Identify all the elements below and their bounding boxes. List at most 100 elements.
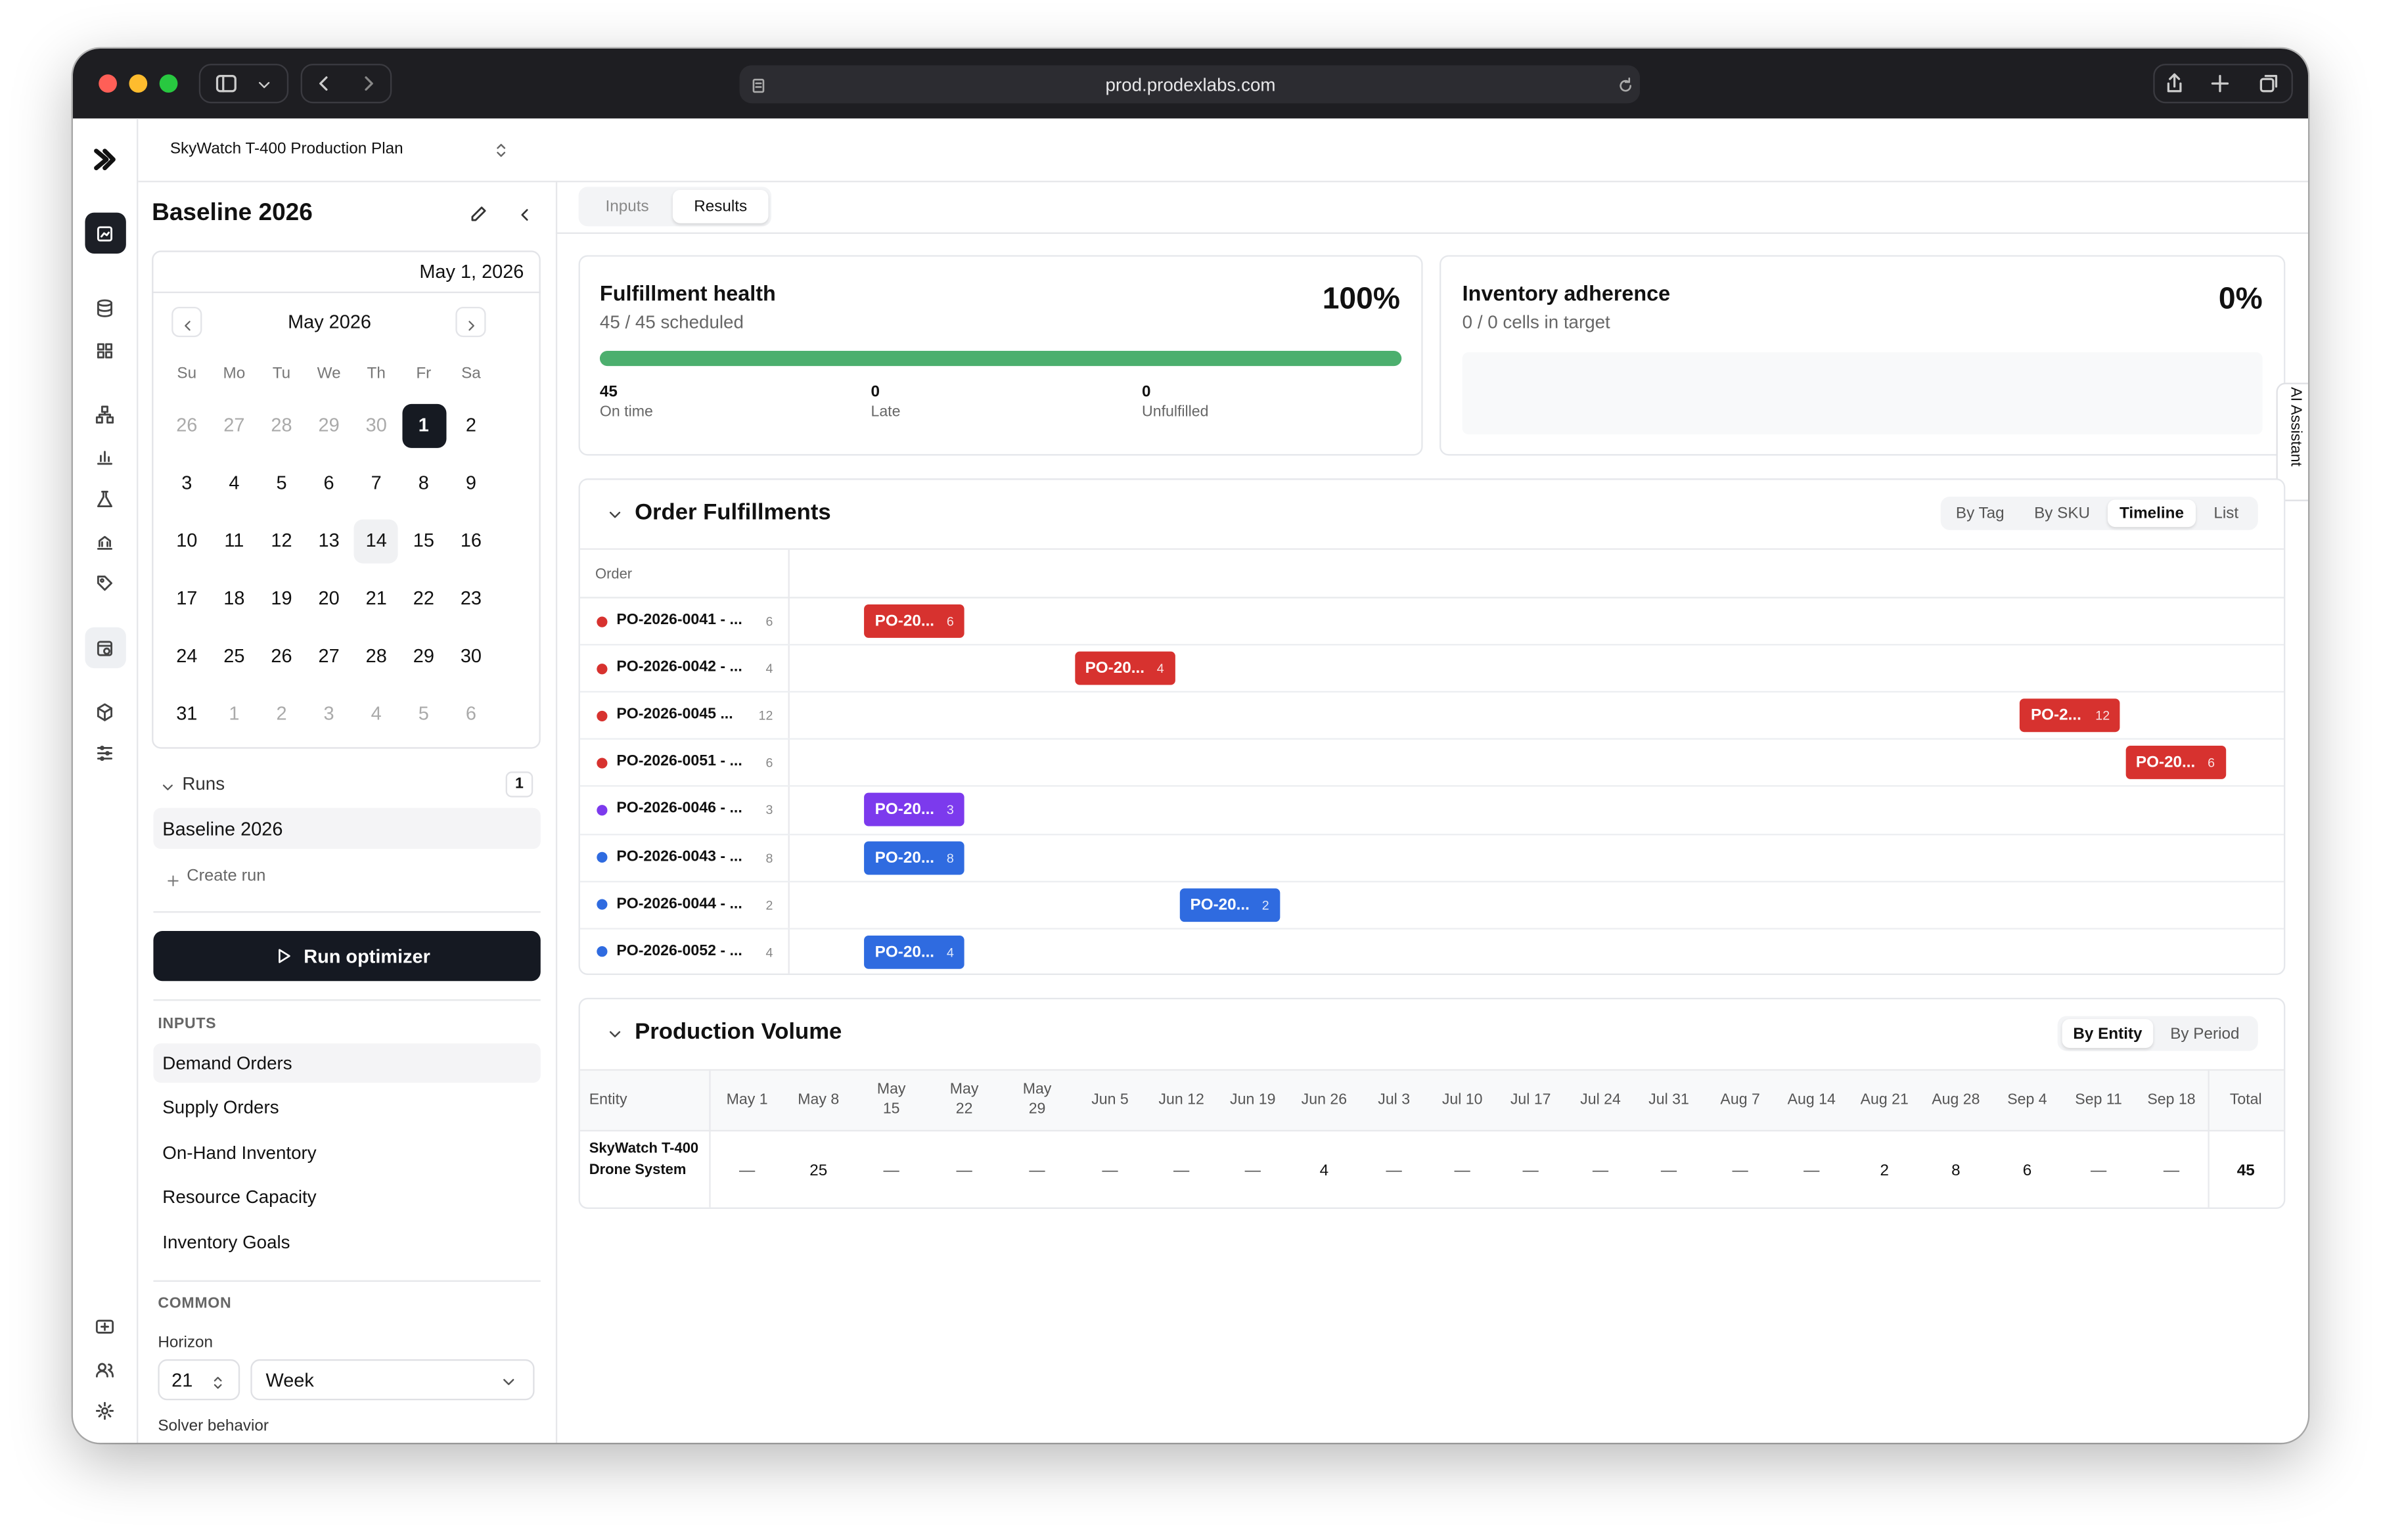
unit-select[interactable] [250, 1359, 535, 1401]
view-option[interactable]: By Period [2170, 1024, 2240, 1043]
calendar-day[interactable]: 15 [413, 530, 434, 552]
input-item[interactable]: Demand Orders [162, 1052, 292, 1074]
input-item[interactable]: Supply Orders [162, 1097, 279, 1119]
prev-month[interactable] [171, 306, 202, 338]
calendar-day[interactable]: 26 [176, 415, 198, 436]
date-field[interactable]: May 1, 2026 [419, 261, 524, 283]
calendar-day[interactable]: 7 [371, 472, 382, 494]
order-name[interactable]: PO-2026-0051 - ... [616, 754, 742, 771]
calendar-day[interactable]: 12 [271, 530, 292, 552]
plan-name[interactable]: SkyWatch T-400 Production Plan [170, 139, 403, 158]
calendar-day[interactable]: 28 [365, 645, 387, 667]
nav-current[interactable] [85, 627, 126, 669]
order-bar[interactable]: PO-20... 3 [864, 793, 965, 827]
bar-label[interactable]: PO-20... [874, 942, 935, 961]
calendar-day[interactable]: 3 [323, 703, 334, 725]
order-name[interactable]: PO-2026-0044 - ... [616, 895, 742, 913]
calendar-day[interactable]: 6 [323, 472, 334, 494]
calendar-day[interactable]: 1 [229, 703, 240, 725]
calendar-day[interactable]: 20 [318, 587, 340, 609]
view-active[interactable] [2107, 499, 2196, 528]
traffic-light[interactable] [99, 74, 117, 93]
tab[interactable]: Inputs [605, 197, 649, 216]
bar-label[interactable]: PO-20... [874, 801, 935, 819]
calendar-day[interactable]: 8 [418, 472, 429, 494]
input-item[interactable]: On-Hand Inventory [162, 1141, 317, 1164]
calendar-day[interactable]: 13 [318, 530, 340, 552]
bar-label[interactable]: PO-20... [874, 612, 935, 631]
view-option[interactable]: By Tag [1955, 504, 2005, 523]
calendar-day[interactable]: 16 [460, 530, 482, 552]
order-name[interactable]: PO-2026-0046 - ... [616, 801, 742, 818]
order-bar[interactable]: PO-20... 8 [864, 840, 965, 874]
bar-label[interactable]: PO-20... [2135, 754, 2196, 772]
bar-label[interactable]: PO-20... [1085, 659, 1145, 678]
horizon-input[interactable] [158, 1359, 240, 1401]
order-bar[interactable]: PO-20... 4 [1074, 651, 1175, 685]
traffic-light[interactable] [159, 74, 178, 93]
calendar-day[interactable]: 18 [223, 587, 245, 609]
calendar-day[interactable]: 11 [224, 530, 244, 552]
view-option[interactable]: By Entity [2073, 1024, 2143, 1043]
calendar-day[interactable]: 21 [365, 587, 387, 609]
calendar-day[interactable]: 30 [365, 415, 387, 436]
tab[interactable]: Results [694, 197, 748, 216]
calendar-day[interactable]: 31 [176, 703, 198, 725]
calendar-day[interactable]: 10 [176, 530, 198, 552]
order-bar[interactable]: PO-2... 12 [2020, 698, 2121, 733]
tab-active[interactable] [672, 189, 769, 223]
calendar-day[interactable]: 27 [318, 645, 340, 667]
run-item[interactable]: Baseline 2026 [162, 817, 283, 840]
calendar-day[interactable]: 6 [465, 703, 476, 725]
calendar-day[interactable]: 1 [418, 415, 429, 436]
calendar-day[interactable]: 17 [176, 587, 198, 609]
calendar-day[interactable]: 5 [418, 703, 429, 725]
order-name[interactable]: PO-2026-0045 ... [616, 706, 733, 723]
calendar-day[interactable]: 23 [460, 587, 482, 609]
bar-label[interactable]: PO-20... [874, 848, 935, 867]
order-bar[interactable]: PO-20... 4 [864, 935, 965, 969]
view-active[interactable] [2062, 1019, 2154, 1049]
view-option[interactable]: List [2213, 504, 2239, 523]
input-item-bg[interactable] [153, 1043, 541, 1083]
order-bar[interactable]: PO-20... 2 [1179, 888, 1280, 922]
calendar-day[interactable]: 2 [276, 703, 287, 725]
order-bar[interactable]: PO-20... 6 [2125, 746, 2226, 780]
calendar-day[interactable]: 24 [176, 645, 198, 667]
calendar-day[interactable]: 25 [223, 645, 245, 667]
view-option[interactable]: By SKU [2034, 504, 2091, 523]
order-name[interactable]: PO-2026-0043 - ... [616, 848, 742, 865]
bar-label[interactable]: PO-20... [1190, 895, 1250, 914]
url-bar[interactable] [739, 65, 1641, 104]
calendar-day[interactable]: 29 [318, 415, 340, 436]
view-option[interactable]: Timeline [2119, 504, 2184, 523]
order-name[interactable]: PO-2026-0052 - ... [616, 942, 742, 960]
run-optimizer-label[interactable]: Run optimizer [304, 945, 430, 967]
order-bar[interactable]: PO-20... 6 [864, 604, 965, 638]
bar-label[interactable]: PO-2... [2030, 706, 2081, 725]
calendar-day[interactable]: 3 [181, 472, 193, 494]
calendar-day[interactable]: 2 [465, 415, 476, 436]
horizon-value[interactable]: 21 [171, 1369, 193, 1391]
calendar-day[interactable]: 4 [371, 703, 382, 725]
run-optimizer-button[interactable] [153, 931, 541, 982]
run-item-bg[interactable] [153, 807, 541, 849]
input-item[interactable]: Inventory Goals [162, 1231, 290, 1253]
window-actions[interactable] [2153, 64, 2293, 104]
calendar-day[interactable]: 5 [276, 472, 287, 494]
traffic-light[interactable] [129, 74, 148, 93]
calendar-day[interactable]: 30 [460, 645, 482, 667]
order-name[interactable]: PO-2026-0041 - ... [616, 612, 742, 629]
next-month[interactable] [455, 306, 486, 338]
calendar-day[interactable]: 19 [271, 587, 292, 609]
sidebar-toggle[interactable] [198, 64, 289, 104]
calendar-day[interactable]: 28 [271, 415, 292, 436]
unit-value[interactable]: Week [265, 1369, 314, 1391]
assistant-label[interactable]: AI Assistant [2286, 387, 2303, 466]
calendar-day[interactable]: 22 [413, 587, 434, 609]
nav-buttons[interactable] [300, 64, 392, 104]
calendar-day[interactable]: 14 [365, 530, 387, 552]
calendar-day[interactable]: 29 [413, 645, 434, 667]
input-item[interactable]: Resource Capacity [162, 1186, 317, 1208]
order-name[interactable]: PO-2026-0042 - ... [616, 659, 742, 676]
